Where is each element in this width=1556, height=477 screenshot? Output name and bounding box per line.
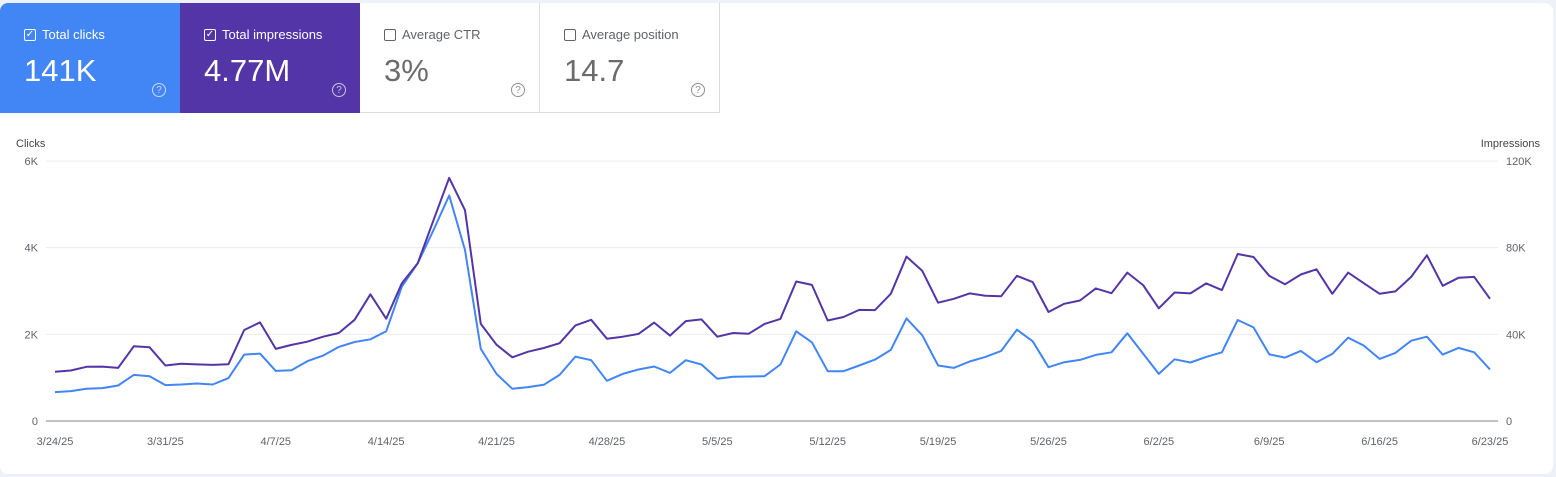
y-tick-label-right: 0 — [1506, 416, 1512, 428]
x-tick-label: 6/23/25 — [1472, 436, 1509, 448]
performance-panel: ✓ Total clicks 141K ? ✓ Total impressions … — [0, 3, 1553, 474]
y-tick-label-right: 40K — [1506, 329, 1526, 341]
x-tick-label: 3/24/25 — [37, 436, 74, 448]
x-tick-label: 5/5/25 — [702, 436, 733, 448]
y-tick-label-left: 6K — [25, 156, 39, 168]
checkbox-icon[interactable] — [384, 28, 396, 41]
y-tick-label-right: 120K — [1506, 156, 1532, 168]
help-circle-icon[interactable]: ? — [691, 83, 705, 97]
x-tick-label: 6/2/25 — [1144, 436, 1175, 448]
y-tick-label-right: 80K — [1506, 243, 1526, 255]
metric-value: 3% — [384, 53, 429, 88]
metric-label: Total impressions — [222, 27, 323, 42]
y-axis-title-right: Impressions — [1481, 138, 1541, 150]
x-tick-label: 5/12/25 — [809, 436, 846, 448]
y-axis-title-left: Clicks — [16, 138, 46, 150]
x-tick-label: 5/19/25 — [920, 436, 957, 448]
metric-card-average-position[interactable]: Average position 14.7 ? — [540, 3, 720, 113]
checkbox-icon[interactable]: ✓ — [204, 28, 216, 41]
metric-value: 141K — [24, 53, 97, 88]
x-tick-label: 4/14/25 — [368, 436, 405, 448]
x-tick-label: 4/21/25 — [478, 436, 515, 448]
checkbox-icon[interactable] — [564, 28, 576, 41]
metric-label: Average CTR — [402, 27, 481, 42]
x-tick-label: 3/31/25 — [147, 436, 184, 448]
y-tick-label-left: 4K — [25, 243, 39, 255]
metric-value: 14.7 — [564, 53, 625, 88]
y-tick-label-left: 2K — [25, 329, 39, 341]
metric-card-total-impressions[interactable]: ✓ Total impressions 4.77M ? — [180, 3, 360, 113]
y-tick-label-left: 0 — [32, 416, 38, 428]
x-tick-label: 6/16/25 — [1361, 436, 1398, 448]
help-circle-icon[interactable]: ? — [511, 83, 525, 97]
series-line-impressions — [54, 176, 1491, 373]
metric-label: Total clicks — [42, 27, 105, 42]
series-line-clicks — [54, 194, 1491, 394]
metric-card-total-clicks[interactable]: ✓ Total clicks 141K ? — [0, 3, 180, 113]
x-tick-label: 4/7/25 — [260, 436, 291, 448]
metric-value: 4.77M — [204, 53, 291, 88]
metric-label: Average position — [582, 27, 679, 42]
help-circle-icon[interactable]: ? — [152, 83, 166, 97]
checkbox-icon[interactable]: ✓ — [24, 28, 36, 41]
x-tick-label: 5/26/25 — [1030, 436, 1067, 448]
metric-card-average-ctr[interactable]: Average CTR 3% ? — [360, 3, 540, 113]
x-tick-label: 4/28/25 — [589, 436, 626, 448]
help-circle-icon[interactable]: ? — [332, 83, 346, 97]
x-tick-label: 6/9/25 — [1254, 436, 1285, 448]
